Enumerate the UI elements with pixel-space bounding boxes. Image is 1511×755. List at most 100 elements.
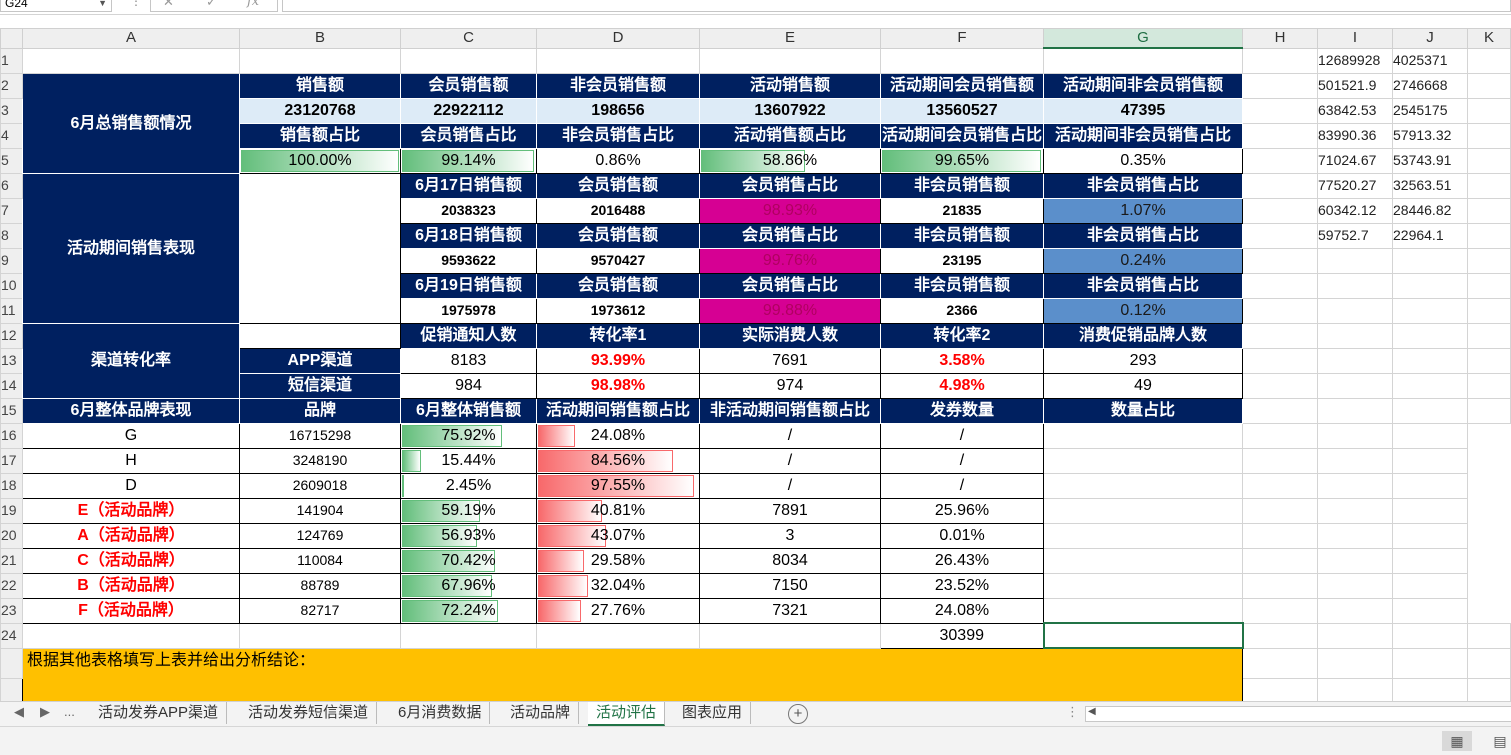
coupon-share[interactable]: / [880,447,1044,474]
cell[interactable] [1392,447,1468,474]
section-channel-label[interactable]: 渠道转化率 [22,322,240,399]
cell[interactable] [1242,547,1318,574]
side-value[interactable]: 22964.1 [1392,222,1468,249]
name-box[interactable]: G24 ▼ [0,0,112,12]
cell[interactable] [1467,147,1511,174]
cell[interactable] [1392,647,1468,679]
cell[interactable] [1317,522,1393,549]
header-cell[interactable]: 会员销售占比 [699,172,881,199]
non-member-pct-cell[interactable]: 0.12% [1043,297,1243,324]
cell[interactable] [1317,597,1393,624]
cell[interactable] [1467,172,1511,199]
value-cell[interactable]: 2366 [880,297,1044,324]
rate-cell[interactable]: 93.99% [536,347,700,374]
brand-sales[interactable]: 16715298 [239,422,401,449]
coupon-share[interactable]: 25.96% [880,497,1044,524]
header-cell[interactable]: 6月17日销售额 [400,172,537,199]
header-cell[interactable]: 6月整体销售额 [400,397,537,424]
side-value[interactable]: 57913.32 [1392,122,1468,149]
value-cell[interactable]: 49 [1043,372,1243,399]
confirm-icon[interactable]: ✓ [206,0,217,9]
header-cell[interactable]: 转化率1 [536,322,700,349]
cell[interactable] [1392,522,1468,549]
header-cell[interactable]: 会员销售额 [536,172,700,199]
horizontal-scrollbar[interactable]: ◀ [1085,706,1511,722]
side-value[interactable]: 28446.82 [1392,197,1468,224]
rate-cell[interactable]: 98.98% [536,372,700,399]
row-header[interactable]: 3 [0,97,23,124]
row-header[interactable]: 1 [0,47,23,74]
section-brand-label[interactable]: 6月整体品牌表现 [22,397,240,424]
header-cell[interactable]: 非会员销售额 [536,72,700,99]
cell[interactable] [1467,197,1511,224]
brand-name[interactable]: A（活动品牌） [22,522,240,549]
row-header[interactable]: 8 [0,222,23,249]
cell[interactable] [1242,322,1318,349]
coupon-share[interactable]: 0.01% [880,522,1044,549]
cell[interactable] [1317,397,1393,424]
activity-share-cell[interactable]: 72.24% [400,597,537,624]
coupon-count[interactable]: 8034 [699,547,881,574]
sheet-tab[interactable]: 活动发券APP渠道 [90,702,228,724]
non-activity-share-cell[interactable]: 97.55% [536,472,700,499]
row-header[interactable]: 23 [0,597,23,624]
cell[interactable] [1392,472,1468,499]
cell[interactable] [1242,272,1318,299]
cell[interactable] [1242,572,1318,599]
cell[interactable] [1317,497,1393,524]
value-cell[interactable]: 7691 [699,347,881,374]
member-pct-cell[interactable]: 99.88% [699,297,881,324]
cell[interactable] [1043,597,1243,624]
cell[interactable] [1043,497,1243,524]
brand-name[interactable]: E（活动品牌） [22,497,240,524]
side-value[interactable]: 53743.91 [1392,147,1468,174]
cell[interactable] [1043,447,1243,474]
activity-share-cell[interactable]: 59.19% [400,497,537,524]
coupon-count[interactable]: 3 [699,522,881,549]
cell[interactable] [1242,172,1318,199]
chevron-down-icon[interactable]: ▼ [98,0,107,8]
cell[interactable] [1467,347,1511,374]
brand-name[interactable]: D [22,472,240,499]
cell[interactable] [1242,147,1318,174]
row-header[interactable] [0,677,23,709]
sheet-tab[interactable]: 活动品牌 [502,702,580,724]
brand-sales[interactable]: 88789 [239,572,401,599]
brand-name[interactable]: F（活动品牌） [22,597,240,624]
col-header-a[interactable]: A [22,28,240,49]
normal-view-icon[interactable]: ▦ [1442,731,1472,751]
header-cell[interactable]: 6月18日销售额 [400,222,537,249]
cancel-icon[interactable]: ✕ [163,0,174,9]
row-header[interactable]: 20 [0,522,23,549]
row-header[interactable]: 24 [0,622,23,649]
header-cell[interactable]: 非会员销售占比 [1043,172,1243,199]
side-value[interactable]: 2746668 [1392,72,1468,99]
header-cell[interactable]: 活动期间会员销售占比 [880,122,1044,149]
value-cell[interactable]: 9570427 [536,247,700,274]
col-header-i[interactable]: I [1317,28,1393,49]
value-cell[interactable]: 8183 [400,347,537,374]
brand-name[interactable]: B（活动品牌） [22,572,240,599]
coupon-count[interactable]: 7891 [699,497,881,524]
header-cell[interactable]: 转化率2 [880,322,1044,349]
cell[interactable] [1317,622,1393,649]
cell[interactable] [1317,447,1393,474]
more-sheets-button[interactable]: ... [64,704,75,719]
cell[interactable] [1392,422,1468,449]
row-header[interactable]: 15 [0,397,23,424]
cell[interactable] [239,622,401,649]
non-activity-share-cell[interactable]: 29.58% [536,547,700,574]
col-header-e[interactable]: E [699,28,881,49]
cell[interactable] [1317,647,1393,679]
prev-sheet-icon[interactable]: ◀ [14,704,24,719]
activity-share-cell[interactable]: 56.93% [400,522,537,549]
sheet-tab-active[interactable]: 活动评估 [588,702,666,726]
brand-sales[interactable]: 2609018 [239,472,401,499]
coupon-share[interactable]: / [880,472,1044,499]
share-cell[interactable]: 0.86% [536,147,700,174]
header-cell[interactable]: 非会员销售占比 [1043,272,1243,299]
cell[interactable] [1467,297,1511,324]
value-cell[interactable]: 47395 [1043,97,1243,124]
cell[interactable] [536,622,700,649]
coupon-count[interactable]: / [699,422,881,449]
